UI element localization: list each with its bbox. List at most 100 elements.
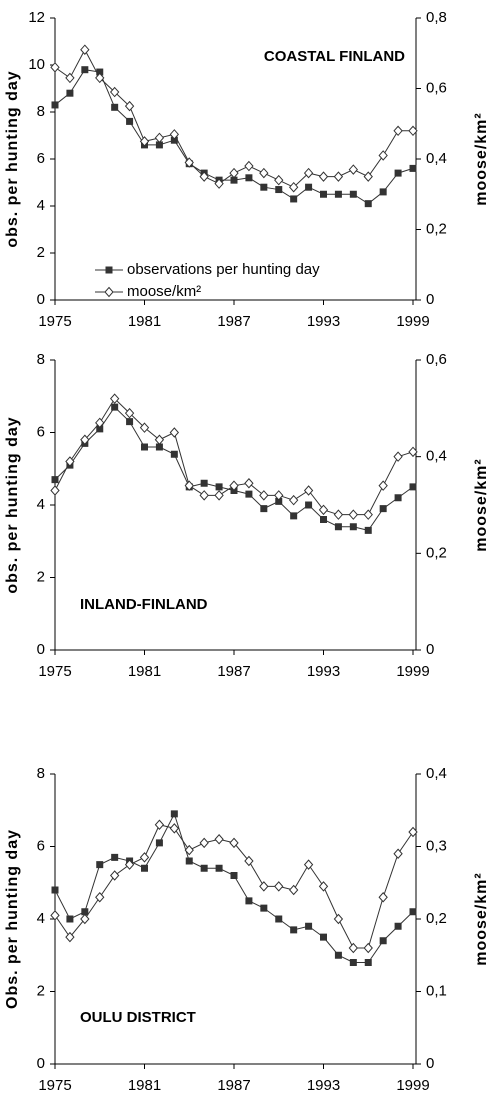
diamond-marker <box>348 164 359 175</box>
y2-tick-label: 0,4 <box>426 765 447 782</box>
diamond-marker <box>378 891 388 903</box>
diamond-marker <box>184 844 194 856</box>
square-marker <box>141 443 148 451</box>
chart-panel: 0 2 4 6 8 0 0,1 0,2 0,3 0,4 1975 1981 1987 1993 1999 Ob… <box>4 765 490 1094</box>
square-marker <box>66 915 74 923</box>
diamond-marker <box>199 837 209 849</box>
square-marker <box>111 403 119 411</box>
square-marker <box>290 195 298 203</box>
diamond-marker <box>393 125 403 137</box>
diamond-marker <box>393 848 403 860</box>
diamond-marker <box>274 174 284 186</box>
y2-tick-label: 0,4 <box>426 448 447 465</box>
diamond-marker <box>229 837 239 849</box>
y2-tick-label: 0,4 <box>426 150 447 167</box>
diamond-marker <box>80 913 90 925</box>
diamond-marker <box>139 136 150 147</box>
diamond-marker <box>184 157 194 168</box>
diamond-marker <box>393 451 403 462</box>
diamond-marker <box>348 509 359 520</box>
diamond-marker <box>348 942 359 954</box>
diamond-marker <box>169 427 180 438</box>
diamond-marker <box>318 171 329 182</box>
diamond-marker <box>199 171 209 182</box>
x-tick-label: 1993 <box>307 663 340 680</box>
y2-tick-label: 0,3 <box>426 837 447 854</box>
diamond-marker <box>274 881 284 892</box>
diamond-marker <box>80 44 90 55</box>
square-marker <box>141 864 148 872</box>
diamond-marker <box>154 434 165 446</box>
x-tick-label: 1987 <box>217 663 250 680</box>
square-marker <box>394 922 402 930</box>
x-tick-label: 1975 <box>38 313 71 330</box>
diamond-marker <box>50 485 60 496</box>
square-marker <box>305 501 313 509</box>
square-marker <box>185 857 193 865</box>
diamond-marker <box>229 167 239 179</box>
diamond-marker <box>199 490 209 501</box>
square-marker <box>96 68 104 76</box>
diamond-marker <box>378 150 388 161</box>
diamond-marker <box>154 132 165 144</box>
square-marker <box>215 864 223 872</box>
diamond-marker <box>109 870 120 881</box>
legend-diamond <box>104 286 114 298</box>
diamond-marker <box>65 72 75 84</box>
square-marker <box>275 186 283 194</box>
diamond-marker <box>259 881 269 892</box>
diamond-marker <box>408 826 418 838</box>
square-marker <box>81 66 89 74</box>
square-marker <box>155 141 163 149</box>
y-tick-label: 8 <box>37 765 45 782</box>
square-marker <box>409 164 417 172</box>
x-tick-label: 1981 <box>128 313 161 330</box>
x-tick-label: 1993 <box>307 313 340 330</box>
square-marker <box>66 89 74 97</box>
y-tick-label: 2 <box>37 244 45 261</box>
y2-axis-label: moose/km² <box>473 112 490 205</box>
diamond-marker <box>288 494 299 506</box>
diamond-marker <box>363 942 373 954</box>
diamond-marker <box>229 480 239 491</box>
square-marker <box>320 933 327 941</box>
square-marker <box>379 937 387 945</box>
square-marker <box>126 418 134 426</box>
x-tick-label: 1999 <box>396 1077 429 1094</box>
square-marker <box>290 512 298 520</box>
x-tick-label: 1987 <box>217 1077 250 1094</box>
diamond-marker <box>259 167 269 179</box>
y-tick-label: 0 <box>37 1055 45 1072</box>
x-tick-label: 1975 <box>38 1077 71 1094</box>
diamond-marker <box>95 891 105 903</box>
diamond-marker <box>244 477 254 489</box>
diamond-marker <box>288 181 299 193</box>
x-tick-label: 1993 <box>307 1077 340 1094</box>
y-tick-label: 6 <box>37 837 45 854</box>
diamond-marker <box>244 160 254 172</box>
square-marker <box>200 864 208 872</box>
square-marker <box>96 861 104 869</box>
square-marker <box>170 810 178 818</box>
y-tick-label: 0 <box>37 641 45 658</box>
chart-panel: 0 2 4 6 8 10 12 0 0,2 0,4 0,6 0,8 1975 1981 1987 1993 19… <box>4 9 490 330</box>
y-tick-label: 0 <box>37 291 45 308</box>
square-marker <box>394 169 402 177</box>
square-marker <box>155 839 163 847</box>
square-marker <box>349 190 357 198</box>
diamond-marker <box>244 855 254 867</box>
square-marker <box>320 190 327 198</box>
y-tick-label: 12 <box>28 9 45 26</box>
x-tick-label: 1999 <box>396 663 429 680</box>
x-tick-label: 1975 <box>38 663 71 680</box>
diamond-marker <box>124 407 135 419</box>
square-marker <box>305 183 313 191</box>
diamond-marker <box>408 446 418 458</box>
y-tick-label: 2 <box>37 982 45 999</box>
diamond-marker <box>95 72 105 84</box>
chart-title: INLAND-FINLAND <box>80 596 208 613</box>
square-marker <box>364 526 372 534</box>
square-marker <box>379 505 387 513</box>
y-tick-label: 4 <box>37 496 45 513</box>
